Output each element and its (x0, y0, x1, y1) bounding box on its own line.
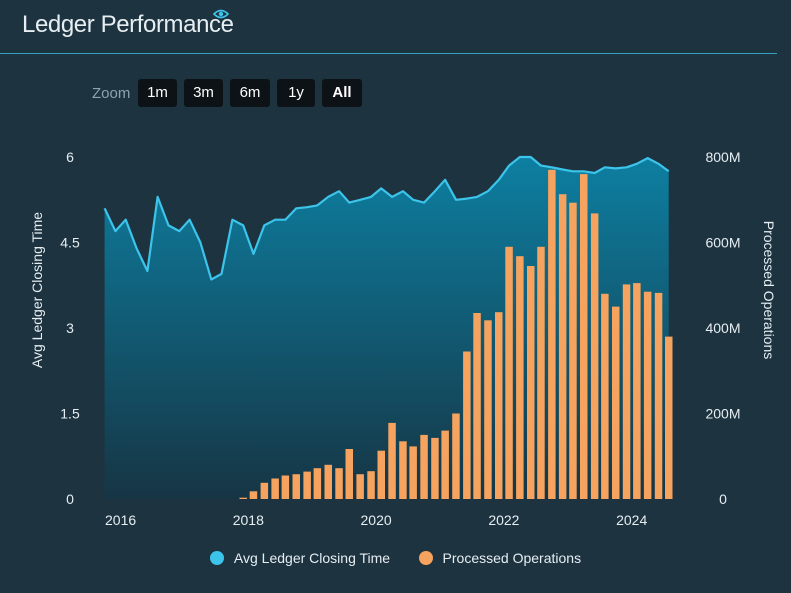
operations-bar[interactable] (409, 446, 417, 499)
y-right-tick-label: 0 (719, 491, 727, 507)
operations-bar[interactable] (356, 474, 364, 499)
operations-bar[interactable] (473, 313, 481, 499)
operations-bar-layer (239, 169, 673, 500)
x-tick-label: 2018 (233, 512, 264, 528)
operations-bar[interactable] (367, 471, 375, 499)
operations-bar[interactable] (548, 169, 556, 500)
operations-bar[interactable] (463, 351, 471, 500)
closing-time-line[interactable] (103, 155, 670, 281)
legend-item-closing-time[interactable]: Avg Ledger Closing Time (209, 550, 391, 566)
y-left-tick-label: 1.5 (60, 406, 80, 422)
operations-bar[interactable] (377, 450, 386, 499)
zoom-label: Zoom (92, 85, 131, 102)
operations-bar[interactable] (313, 468, 322, 499)
operations-bar[interactable] (249, 491, 258, 499)
operations-bar[interactable] (537, 246, 545, 499)
operations-bar[interactable] (643, 291, 652, 499)
operations-bar[interactable] (271, 478, 279, 500)
operations-bar[interactable] (399, 441, 407, 499)
y-left-axis-title: Avg Ledger Closing Time (29, 212, 45, 368)
operations-bar[interactable] (260, 482, 269, 499)
legend-item-operations[interactable]: Processed Operations (418, 550, 582, 566)
y-left-tick-label: 6 (66, 149, 74, 165)
y-left-tick-label: 0 (66, 491, 74, 507)
operations-bar[interactable] (622, 284, 631, 499)
eye-icon[interactable] (212, 7, 230, 21)
operations-bar[interactable] (590, 213, 599, 499)
operations-bar[interactable] (505, 246, 513, 499)
x-tick-label: 2022 (488, 512, 519, 528)
operations-bar[interactable] (441, 430, 449, 499)
x-tick-label: 2016 (105, 512, 136, 528)
zoom-all-button[interactable]: All (322, 79, 362, 107)
zoom-6m-button[interactable]: 6m (230, 79, 270, 107)
legend-dot-closing-time (209, 551, 224, 565)
operations-bar[interactable] (527, 266, 535, 499)
operations-bar[interactable] (601, 293, 609, 499)
operations-bar[interactable] (335, 468, 343, 499)
chart-plot: Avg Ledger Closing Time Processed Operat… (29, 149, 777, 528)
legend-label-operations: Processed Operations (442, 550, 582, 566)
operations-bar[interactable] (420, 434, 428, 499)
y-right-tick-label: 600M (705, 235, 740, 251)
operations-bar[interactable] (452, 413, 460, 500)
operations-bar[interactable] (633, 283, 641, 499)
legend-dot-operations (418, 551, 433, 565)
zoom-1m-button[interactable]: 1m (138, 79, 177, 107)
operations-bar[interactable] (431, 437, 439, 499)
closing-time-line-layer (103, 155, 670, 281)
axis-ticks-layer: 0 1.5 3 4.5 6 0 200M 400M 600M 800M 2016 2018 2020 20… (60, 149, 740, 528)
y-right-axis-title: Processed Operations (761, 221, 777, 360)
operations-bar[interactable] (239, 497, 248, 499)
operations-bar[interactable] (281, 475, 290, 500)
y-right-tick-label: 200M (705, 406, 740, 422)
header-divider (0, 53, 777, 54)
operations-bar[interactable] (612, 306, 620, 499)
y-right-tick-label: 800M (705, 149, 740, 165)
y-right-tick-label: 400M (705, 320, 740, 336)
legend: Avg Ledger Closing Time Processed Operat… (0, 550, 791, 570)
operations-bar[interactable] (495, 312, 503, 499)
zoom-3m-button[interactable]: 3m (184, 79, 223, 107)
operations-bar[interactable] (484, 320, 492, 499)
operations-bar[interactable] (324, 464, 333, 499)
page-title: Ledger Performance (22, 11, 234, 38)
operations-bar[interactable] (580, 174, 588, 499)
zoom-1y-button[interactable]: 1y (277, 79, 315, 107)
operations-bar[interactable] (516, 256, 524, 499)
operations-bar[interactable] (665, 336, 673, 499)
x-tick-label: 2024 (616, 512, 647, 528)
operations-bar[interactable] (569, 202, 577, 499)
operations-bar[interactable] (345, 449, 354, 499)
operations-bar[interactable] (654, 292, 663, 499)
y-left-tick-label: 3 (66, 320, 74, 336)
y-left-tick-label: 4.5 (60, 235, 80, 251)
operations-bar[interactable] (292, 474, 301, 499)
operations-bar[interactable] (388, 422, 396, 499)
operations-bar[interactable] (558, 194, 567, 499)
legend-label-closing-time: Avg Ledger Closing Time (233, 550, 391, 566)
operations-bar[interactable] (303, 471, 311, 499)
x-tick-label: 2020 (361, 512, 392, 528)
